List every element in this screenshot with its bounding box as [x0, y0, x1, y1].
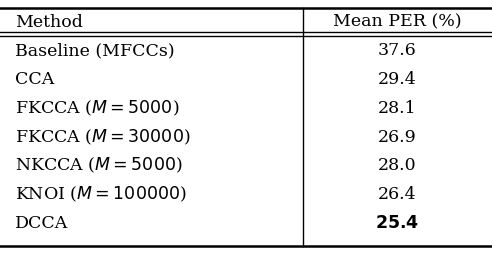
Text: Method: Method — [15, 13, 83, 30]
Text: NKCCA ($M = 5000$): NKCCA ($M = 5000$) — [15, 156, 183, 176]
Text: $\mathbf{25.4}$: $\mathbf{25.4}$ — [375, 215, 419, 232]
Text: FKCCA ($M = 30000$): FKCCA ($M = 30000$) — [15, 128, 190, 147]
Text: Mean PER (%): Mean PER (%) — [333, 13, 461, 30]
Text: 28.0: 28.0 — [378, 157, 417, 174]
Text: Baseline (MFCCs): Baseline (MFCCs) — [15, 42, 174, 59]
Text: 26.4: 26.4 — [378, 186, 417, 203]
Text: CCA: CCA — [15, 71, 54, 88]
Text: 29.4: 29.4 — [378, 71, 417, 88]
Text: DCCA: DCCA — [15, 215, 68, 232]
Text: 28.1: 28.1 — [378, 100, 417, 117]
Text: KNOI ($M = 100000$): KNOI ($M = 100000$) — [15, 185, 186, 204]
Text: 37.6: 37.6 — [378, 42, 417, 59]
Text: FKCCA ($M = 5000$): FKCCA ($M = 5000$) — [15, 99, 179, 118]
Text: 26.9: 26.9 — [378, 129, 417, 146]
